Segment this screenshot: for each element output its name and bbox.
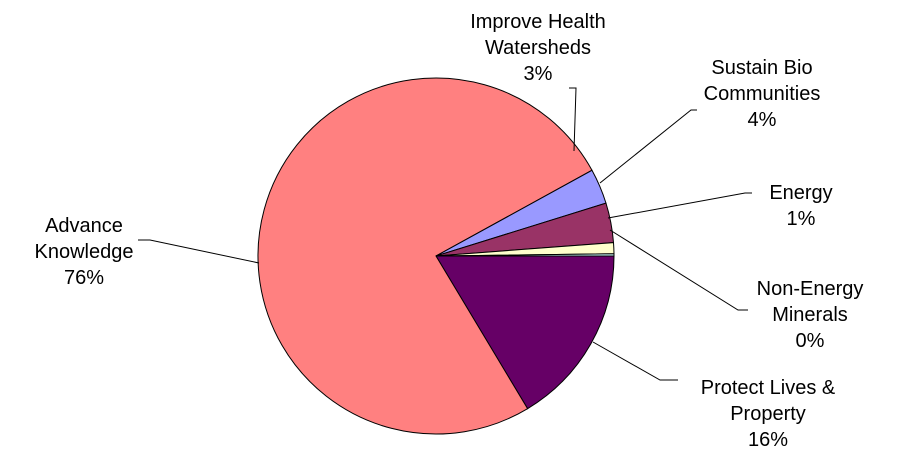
- slice-percent-0: 16%: [748, 429, 788, 451]
- slice-label-line-1-1: Knowledge: [35, 241, 134, 263]
- pie-slice-1: [257, 77, 593, 435]
- slice-percent-3: 4%: [748, 109, 777, 131]
- slice-label-line-3-0: Sustain Bio: [711, 57, 812, 79]
- pie-slice-0: [435, 255, 615, 410]
- slice-label-line-0-0: Protect Lives &: [701, 377, 836, 399]
- slice-label-5: Non-Energy Minerals 0%: [757, 278, 864, 352]
- slice-label-3: Sustain Bio Communities 4%: [704, 57, 821, 131]
- leader-line-4: [607, 192, 752, 219]
- pie-slices: [257, 77, 615, 435]
- pie-slice-5: [435, 253, 615, 257]
- slice-label-line-5-1: Minerals: [772, 304, 848, 326]
- slice-label-line-5-0: Non-Energy: [757, 278, 864, 300]
- slice-percent-5: 0%: [796, 330, 825, 352]
- slice-label-line-2-0: Improve Health: [470, 11, 606, 33]
- slice-label-1: Advance Knowledge 76%: [35, 215, 134, 289]
- leader-line-5: [609, 229, 748, 311]
- slice-label-0: Protect Lives & Property 16%: [701, 377, 836, 451]
- slice-label-line-3-1: Communities: [704, 83, 821, 105]
- leader-line-3: [599, 109, 697, 184]
- slice-percent-4: 1%: [787, 208, 816, 230]
- slice-label-line-4-0: Energy: [769, 182, 832, 204]
- slice-label-line-2-1: Watersheds: [485, 37, 591, 59]
- pie-labels: Protect Lives & Property 16% Advance Knowled…: [35, 11, 864, 451]
- slice-label-line-0-1: Property: [730, 403, 806, 425]
- leader-line-2: [569, 87, 577, 152]
- slice-label-line-1-0: Advance: [45, 215, 123, 237]
- slice-label-4: Energy 1%: [769, 182, 832, 230]
- slice-label-2: Improve Health Watersheds 3%: [470, 11, 606, 85]
- slice-percent-1: 76%: [64, 267, 104, 289]
- leader-line-0: [592, 341, 678, 381]
- leader-line-1: [138, 239, 260, 264]
- slice-percent-2: 3%: [524, 63, 553, 85]
